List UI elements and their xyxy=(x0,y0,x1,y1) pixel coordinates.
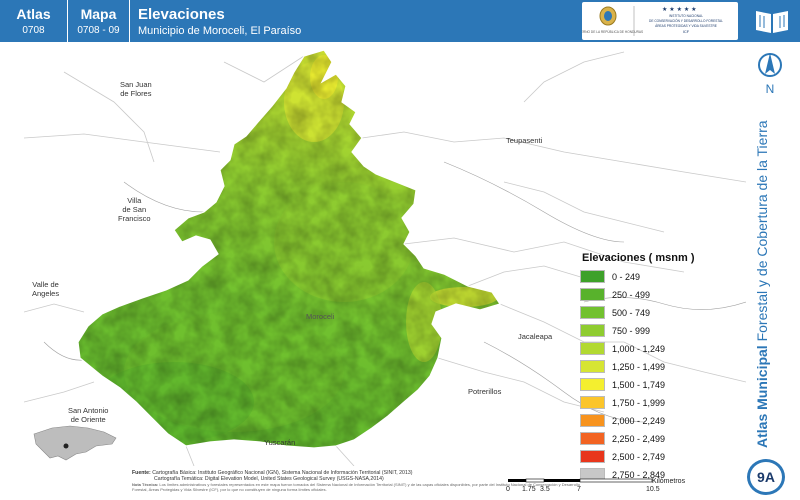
legend-item: 500 - 749 xyxy=(580,305,730,321)
logos-graphic: GOBIERNO DE LA REPÚBLICA DE HONDURAS ★ ★… xyxy=(573,6,723,36)
legend-item: 1,000 - 1,249 xyxy=(580,341,730,357)
legend-item: 1,750 - 1,999 xyxy=(580,395,730,411)
legend-label: 2,500 - 2,749 xyxy=(612,451,666,462)
map-area[interactable]: San Juan de Flores Teupasenti Villa de S… xyxy=(24,42,746,466)
scale-label: 3.5 xyxy=(540,486,550,493)
place-label: San Juan de Flores xyxy=(120,80,152,98)
book-icon xyxy=(756,11,788,33)
legend-swatch xyxy=(580,396,605,410)
legend-label: 0 - 249 xyxy=(612,271,641,282)
elevation-map xyxy=(24,49,746,466)
map-title: Elevaciones xyxy=(138,6,225,23)
atlas-vertical-title: Atlas Municipal Forestal y de Cobertura … xyxy=(754,120,770,448)
technical-note: Los límites administrativos y forestales… xyxy=(132,482,580,492)
legend-swatch xyxy=(580,432,605,446)
place-label: Moroceli xyxy=(306,312,335,321)
legend-label: 1,500 - 1,749 xyxy=(612,379,666,390)
vertical-title-rest: Forestal y de Cobertura de la Tierra xyxy=(754,120,770,346)
legend-label: 1,250 - 1,499 xyxy=(612,361,666,372)
place-label: Yuscarán xyxy=(264,438,296,447)
svg-text:ÁREAS PROTEGIDAS Y VIDA SILVES: ÁREAS PROTEGIDAS Y VIDA SILVESTRE xyxy=(655,24,717,28)
legend-title: Elevaciones ( msnm ) xyxy=(582,252,695,264)
legend-label: 500 - 749 xyxy=(612,307,651,318)
legend-swatch xyxy=(580,306,605,320)
source-line-1: Cartografía Básica: Instituto Geográfico… xyxy=(152,470,413,476)
place-label: San Antonio de Oriente xyxy=(68,406,109,424)
fuente-label: Fuente: xyxy=(132,470,151,476)
legend-label: 1,000 - 1,249 xyxy=(612,343,666,354)
place-label: Valle de Angeles xyxy=(32,280,60,298)
honduras-inset-map xyxy=(26,420,122,466)
legend-swatch xyxy=(580,360,605,374)
legend-items: 0 - 249 250 - 499 500 - 749 750 - 999 1,… xyxy=(580,269,730,483)
source-notes: Fuente: Cartografía Básica: Instituto Ge… xyxy=(132,470,582,492)
stars-icon: ★ ★ ★ ★ ★ xyxy=(662,6,697,13)
legend-label: 750 - 999 xyxy=(612,325,651,336)
legend-item: 750 - 999 xyxy=(580,323,730,339)
scale-label: 1.75 xyxy=(522,486,536,493)
legend-item: 1,250 - 1,499 xyxy=(580,359,730,375)
institution-logos: GOBIERNO DE LA REPÚBLICA DE HONDURAS ★ ★… xyxy=(573,2,738,40)
mapa-cell: Mapa 0708 - 09 xyxy=(68,0,130,42)
legend-label: 2,750 - 2,849 xyxy=(612,469,666,480)
legend-label: 1,750 - 1,999 xyxy=(612,397,666,408)
place-label: Potrerillos xyxy=(468,387,502,396)
legend-item: 2,500 - 2,749 xyxy=(580,449,730,465)
atlas-label: Atlas xyxy=(16,6,51,22)
legend-item: 250 - 499 xyxy=(580,287,730,303)
atlas-cell: Atlas 0708 xyxy=(0,0,68,42)
mapa-code: 0708 - 09 xyxy=(77,25,120,36)
mapa-label: Mapa xyxy=(80,6,117,22)
scale-label: 0 xyxy=(506,486,510,493)
scale-label: 7 xyxy=(577,486,581,493)
legend-swatch xyxy=(580,270,605,284)
government-seal-icon xyxy=(599,6,617,26)
svg-text:ICF: ICF xyxy=(683,29,690,34)
legend-swatch xyxy=(580,324,605,338)
map-subtitle: Municipio de Moroceli, El Paraíso xyxy=(138,25,302,37)
gov-text: GOBIERNO DE LA REPÚBLICA DE HONDURAS xyxy=(582,29,643,34)
location-marker-icon xyxy=(63,443,69,449)
place-label: Teupasenti xyxy=(506,136,543,145)
north-arrow-icon xyxy=(758,53,782,77)
legend-swatch xyxy=(580,414,605,428)
atlas-code: 0708 xyxy=(22,25,45,36)
legend-label: 2,250 - 2,499 xyxy=(612,433,666,444)
svg-text:★ ★ ★ ★ ★: ★ ★ ★ ★ ★ xyxy=(662,6,697,13)
legend-swatch xyxy=(580,450,605,464)
vertical-title-bold: Atlas Municipal xyxy=(754,345,770,448)
legend-swatch xyxy=(580,378,605,392)
legend-item: 0 - 249 xyxy=(580,269,730,285)
admin-boundaries xyxy=(24,51,746,466)
scale-unit: Kilómetros xyxy=(652,478,686,485)
legend-label: 2,000 - 2,249 xyxy=(612,415,666,426)
legend-item: 2,000 - 2,249 xyxy=(580,413,730,429)
source-line-2: Cartografía Temática: Digital Elevation … xyxy=(154,476,384,482)
legend-swatch xyxy=(580,288,605,302)
page-badge: 9A xyxy=(747,459,785,495)
nota-label: Nota Técnica: xyxy=(132,482,159,487)
header-bar: Atlas 0708 Mapa 0708 - 09 Elevaciones Mu… xyxy=(0,0,800,42)
legend-label: 250 - 499 xyxy=(612,289,651,300)
svg-text:DE CONSERVACIÓN Y DESARROLLO F: DE CONSERVACIÓN Y DESARROLLO FORESTAL xyxy=(649,18,723,23)
north-letter: N xyxy=(765,82,775,96)
side-column xyxy=(746,42,800,500)
scale-label: 10.5 xyxy=(646,486,660,493)
place-label: Villa de San Francisco xyxy=(118,196,151,223)
scale-bar-graphic xyxy=(508,478,653,483)
svg-text:INSTITUTO NACIONAL: INSTITUTO NACIONAL xyxy=(669,14,703,18)
elevation-legend: Elevaciones ( msnm ) 0 - 249 250 - 499 5… xyxy=(580,252,730,485)
place-label: Jacaleapa xyxy=(518,332,553,341)
legend-item: 2,250 - 2,499 xyxy=(580,431,730,447)
legend-item: 1,500 - 1,749 xyxy=(580,377,730,393)
legend-swatch xyxy=(580,342,605,356)
scale-bar: 0 1.75 3.5 7 10.5 Kilómetros xyxy=(506,476,726,498)
